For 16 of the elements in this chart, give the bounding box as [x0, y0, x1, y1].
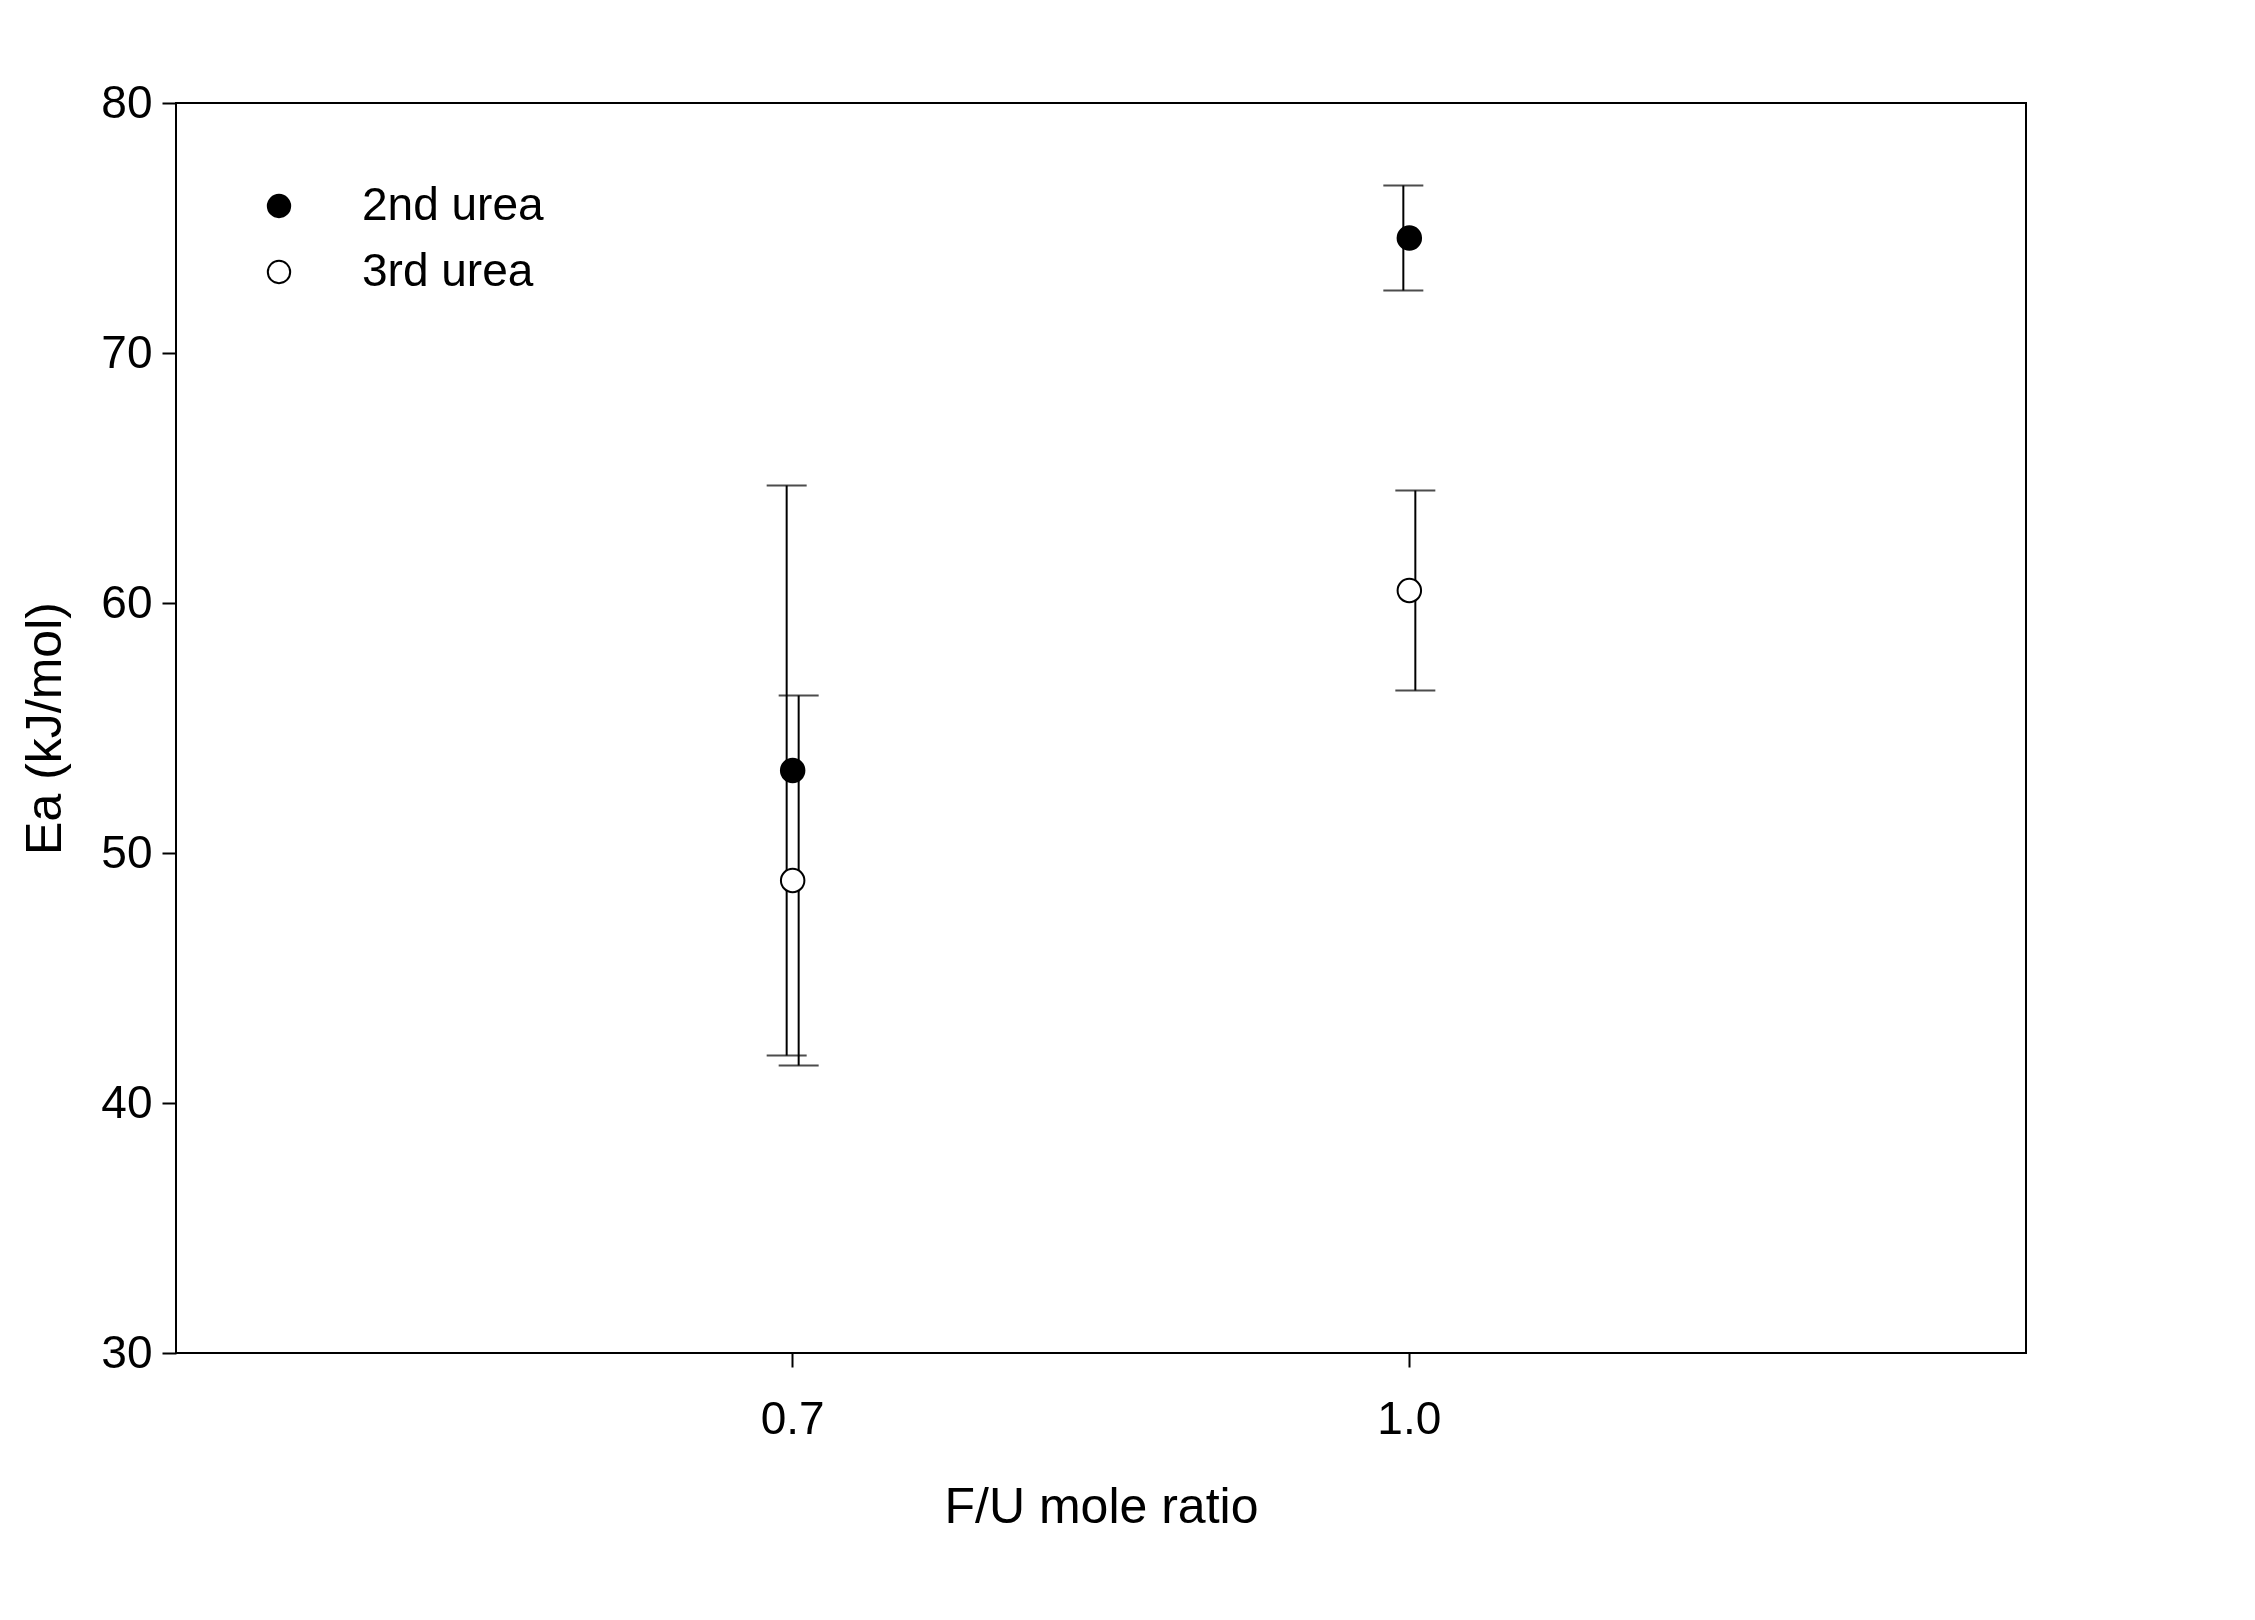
- y-tick-label: 40: [101, 1075, 153, 1128]
- x-tick-label: 0.7: [760, 1391, 825, 1444]
- legend-label: 2nd urea: [362, 178, 545, 230]
- point: [779, 757, 806, 784]
- point: [779, 867, 806, 894]
- legend-label: 3rd urea: [362, 244, 534, 296]
- point: [1396, 577, 1423, 604]
- y-tick-label: 30: [101, 1325, 153, 1378]
- x-axis-title: F/U mole ratio: [944, 1477, 1259, 1534]
- y-tick-label: 70: [101, 325, 153, 378]
- point: [1396, 225, 1423, 251]
- y-tick-label: 50: [101, 825, 153, 878]
- y-tick-label: 60: [101, 575, 153, 628]
- y-tick-label: 80: [101, 75, 153, 128]
- x-tick-label: 1.0: [1377, 1391, 1442, 1444]
- y-axis-title: Ea (kJ/mol): [16, 602, 73, 855]
